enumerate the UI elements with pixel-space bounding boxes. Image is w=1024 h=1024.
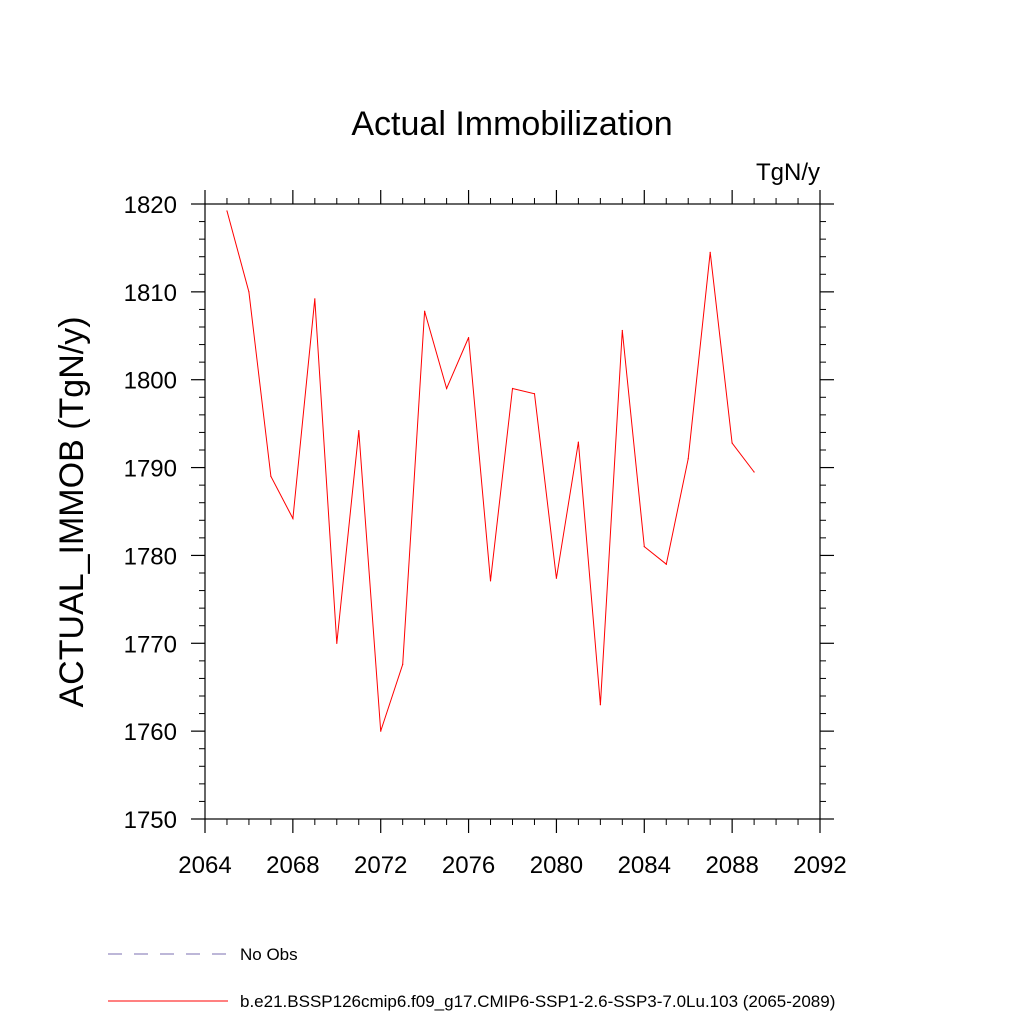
data-point [248,291,250,293]
minor-ticks [199,198,826,825]
data-point [446,387,448,390]
x-tick-label: 2072 [354,852,407,879]
data-point [226,210,228,212]
legend: No Obs b.e21.BSSP126cmip6.f09_g17.CMIP6-S… [108,945,835,1011]
tick-labels: 2064 2068 2072 2076 2080 2084 2088 2092 1750 1760… [124,192,847,879]
data-point [687,458,689,460]
y-axis-label: ACTUAL_IMMOB (TgN/y) [53,316,91,707]
data-point [424,310,426,312]
data-point [665,563,667,565]
data-point [467,336,470,339]
x-tick-label: 2088 [705,852,758,879]
y-tick-label: 1760 [124,719,177,746]
series-line [226,210,755,732]
data-point [358,430,360,432]
data-point [621,329,623,332]
x-tick-label: 2092 [793,852,846,879]
data-point [753,471,755,473]
y-tick-label: 1750 [124,807,177,834]
data-point [731,442,733,444]
data-point [380,730,382,732]
data-point [336,642,338,644]
plot-frame [204,203,821,820]
data-point [270,475,272,477]
y-tick-label: 1780 [124,543,177,570]
x-tick-label: 2068 [266,852,319,879]
y-tick-label: 1800 [124,368,177,395]
y-tick-label: 1790 [124,456,177,483]
data-points [226,210,755,732]
data-point [533,393,536,395]
legend-label: No Obs [240,945,298,964]
data-point [599,704,601,706]
major-ticks [191,190,834,833]
data-point [489,580,492,582]
y-tick-label: 1770 [124,631,177,658]
data-point [511,387,514,390]
chart-units: TgN/y [756,159,820,186]
data-point [577,441,579,443]
data-point [555,577,558,579]
data-point [402,663,404,665]
x-tick-label: 2080 [530,852,583,879]
y-tick-label: 1820 [124,192,177,219]
data-point [643,546,645,548]
y-tick-label: 1810 [124,280,177,307]
chart-title: Actual Immobilization [351,105,672,143]
data-point [292,517,294,520]
data-point [709,251,711,253]
x-tick-label: 2076 [442,852,495,879]
legend-label: b.e21.BSSP126cmip6.f09_g17.CMIP6-SSP1-2.… [240,992,835,1011]
x-tick-label: 2084 [618,852,671,879]
data-point [314,298,316,300]
x-tick-label: 2064 [178,852,231,879]
